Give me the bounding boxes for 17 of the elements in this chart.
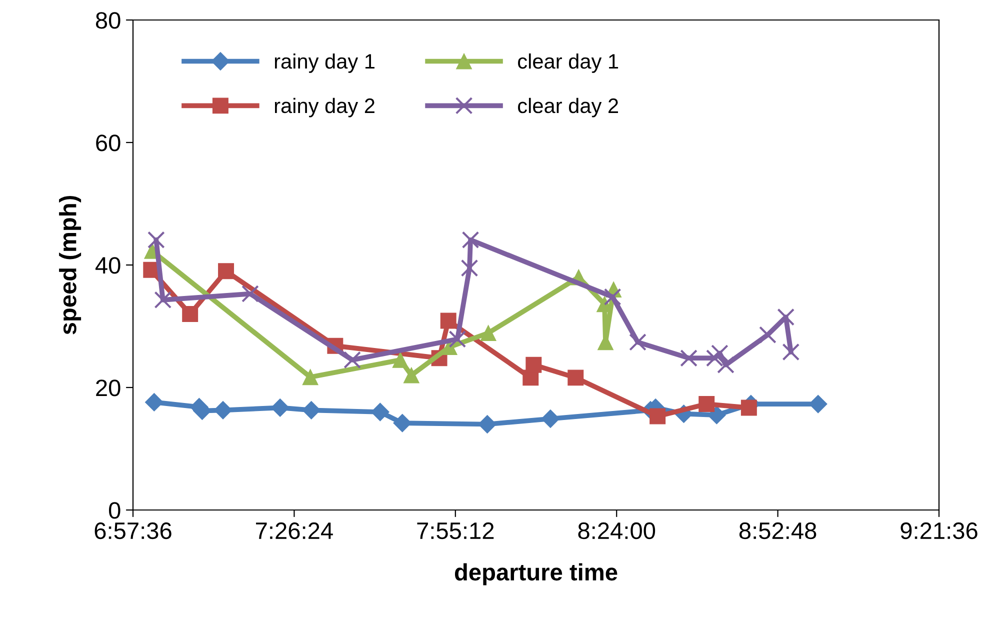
x-tick-label: 6:57:36: [94, 522, 172, 540]
y-tick-label: 40: [95, 257, 120, 274]
y-tick-label: 60: [96, 134, 120, 152]
x-tick-label: 8:52:48: [739, 522, 816, 540]
x-axis-title: departure time: [454, 563, 618, 586]
y-tick-label: 0: [108, 502, 120, 519]
x-tick-label: 9:21:36: [900, 522, 978, 540]
x-tick-label: 8:24:00: [578, 522, 656, 540]
legend-label: rainy day 2: [274, 98, 374, 118]
y-tick-label: 20: [96, 380, 120, 396]
legend-label: clear day 2: [518, 98, 618, 118]
legend-label: rainy day 1: [274, 53, 374, 73]
x-tick-label: 7:26:24: [256, 522, 333, 540]
x-tick-label: 7:55:12: [417, 522, 494, 540]
y-tick-label: 80: [96, 12, 120, 29]
y-axis-title: speed (mph): [59, 196, 82, 334]
legend-label: clear day 1: [518, 53, 618, 73]
